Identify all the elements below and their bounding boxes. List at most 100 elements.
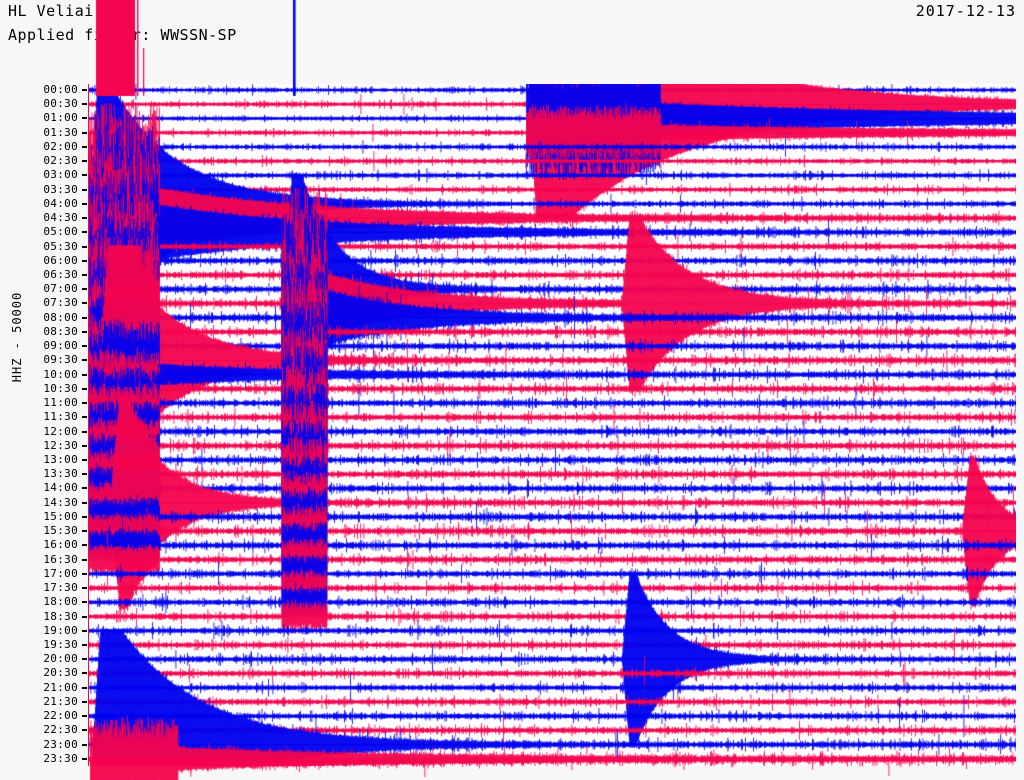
y-tick-mark	[82, 217, 87, 220]
y-tick-label: 14:00	[43, 481, 78, 495]
y-tick-label: 18:30	[43, 609, 78, 623]
y-tick-mark	[82, 444, 87, 447]
y-tick-label: 09:30	[43, 353, 78, 367]
y-tick-label: 00:30	[43, 97, 78, 111]
y-tick-label: 21:00	[43, 680, 78, 694]
y-tick-mark	[82, 743, 87, 746]
y-tick-label: 23:00	[43, 737, 78, 751]
y-tick-mark	[82, 715, 87, 718]
y-tick-label: 20:00	[43, 652, 78, 666]
y-tick-mark	[82, 458, 87, 461]
y-tick-label: 08:00	[43, 310, 78, 324]
y-tick-label: 12:30	[43, 438, 78, 452]
y-tick-label: 22:00	[43, 709, 78, 723]
y-tick-label: 02:30	[43, 154, 78, 168]
helicorder-plot[interactable]	[88, 84, 1016, 766]
y-tick-label: 07:30	[43, 296, 78, 310]
y-tick-label: 03:00	[43, 168, 78, 182]
y-tick-label: 13:00	[43, 452, 78, 466]
y-tick-label: 11:00	[43, 396, 78, 410]
y-tick-mark	[82, 515, 87, 518]
y-tick-mark	[82, 416, 87, 419]
y-tick-mark	[82, 558, 87, 561]
y-tick-mark	[82, 643, 87, 646]
y-tick-label: 17:00	[43, 566, 78, 580]
y-tick-label: 16:30	[43, 552, 78, 566]
y-tick-label: 09:00	[43, 339, 78, 353]
y-tick-mark	[82, 245, 87, 248]
y-tick-mark	[82, 473, 87, 476]
y-tick-mark	[82, 686, 87, 689]
plot-left-border	[88, 84, 89, 766]
y-tick-mark	[82, 572, 87, 575]
y-tick-mark	[82, 501, 87, 504]
y-tick-mark	[82, 700, 87, 703]
y-tick-label: 12:00	[43, 424, 78, 438]
y-tick-label: 14:30	[43, 495, 78, 509]
y-tick-mark	[82, 587, 87, 590]
y-tick-mark	[82, 89, 87, 91]
y-tick-mark	[82, 288, 87, 291]
y-tick-label: 21:30	[43, 694, 78, 708]
y-tick-mark	[82, 345, 87, 348]
y-tick-mark	[82, 103, 87, 106]
y-tick-mark	[82, 544, 87, 547]
seismogram-overflow-canvas	[88, 760, 1016, 780]
y-tick-label: 15:30	[43, 524, 78, 538]
y-tick-mark	[82, 160, 87, 163]
y-tick-label: 10:30	[43, 381, 78, 395]
y-tick-mark	[82, 188, 87, 191]
y-tick-mark	[82, 672, 87, 675]
y-tick-label: 20:30	[43, 666, 78, 680]
y-tick-mark	[82, 117, 87, 120]
y-tick-label: 05:00	[43, 225, 78, 239]
y-tick-mark	[82, 231, 87, 234]
y-tick-label: 10:00	[43, 367, 78, 381]
seismogram-canvas[interactable]	[88, 84, 1016, 766]
y-tick-mark	[82, 629, 87, 632]
y-tick-mark	[82, 487, 87, 490]
y-tick-label: 00:00	[43, 83, 78, 96]
y-tick-mark	[82, 402, 87, 405]
y-tick-mark	[82, 131, 87, 134]
page-title: HL Veliai	[8, 2, 94, 20]
applied-filter-label: Applied filter: WWSSN-SP	[8, 26, 237, 44]
y-tick-mark	[82, 729, 87, 732]
y-tick-label: 06:00	[43, 253, 78, 267]
y-tick-label: 03:30	[43, 182, 78, 196]
y-tick-mark	[82, 658, 87, 661]
y-tick-label: 22:30	[43, 723, 78, 737]
y-tick-mark	[82, 302, 87, 305]
y-tick-mark	[82, 330, 87, 333]
y-tick-mark	[82, 316, 87, 319]
y-tick-label: 18:00	[43, 595, 78, 609]
y-tick-label: 17:30	[43, 581, 78, 595]
y-tick-mark	[82, 615, 87, 618]
y-tick-label: 05:30	[43, 239, 78, 253]
y-tick-label: 11:30	[43, 410, 78, 424]
y-tick-label: 04:00	[43, 196, 78, 210]
y-tick-label: 15:00	[43, 509, 78, 523]
y-tick-mark	[82, 757, 87, 760]
y-tick-mark	[82, 259, 87, 262]
y-tick-mark	[82, 387, 87, 390]
y-tick-mark	[82, 273, 87, 276]
y-tick-label: 01:30	[43, 125, 78, 139]
y-tick-mark	[82, 373, 87, 376]
y-tick-mark	[82, 202, 87, 205]
y-tick-label: 02:00	[43, 139, 78, 153]
y-tick-mark	[82, 430, 87, 433]
y-tick-label: 04:30	[43, 211, 78, 225]
date-label: 2017-12-13	[915, 2, 1016, 20]
y-tick-mark	[82, 601, 87, 604]
y-tick-mark	[82, 530, 87, 533]
y-tick-mark	[82, 174, 87, 177]
y-tick-label: 06:30	[43, 267, 78, 281]
y-tick-mark	[82, 145, 87, 148]
y-tick-label: 19:00	[43, 623, 78, 637]
y-tick-label: 19:30	[43, 637, 78, 651]
y-tick-label: 08:30	[43, 324, 78, 338]
y-tick-label: 07:00	[43, 282, 78, 296]
y-tick-label: 23:30	[43, 751, 78, 765]
